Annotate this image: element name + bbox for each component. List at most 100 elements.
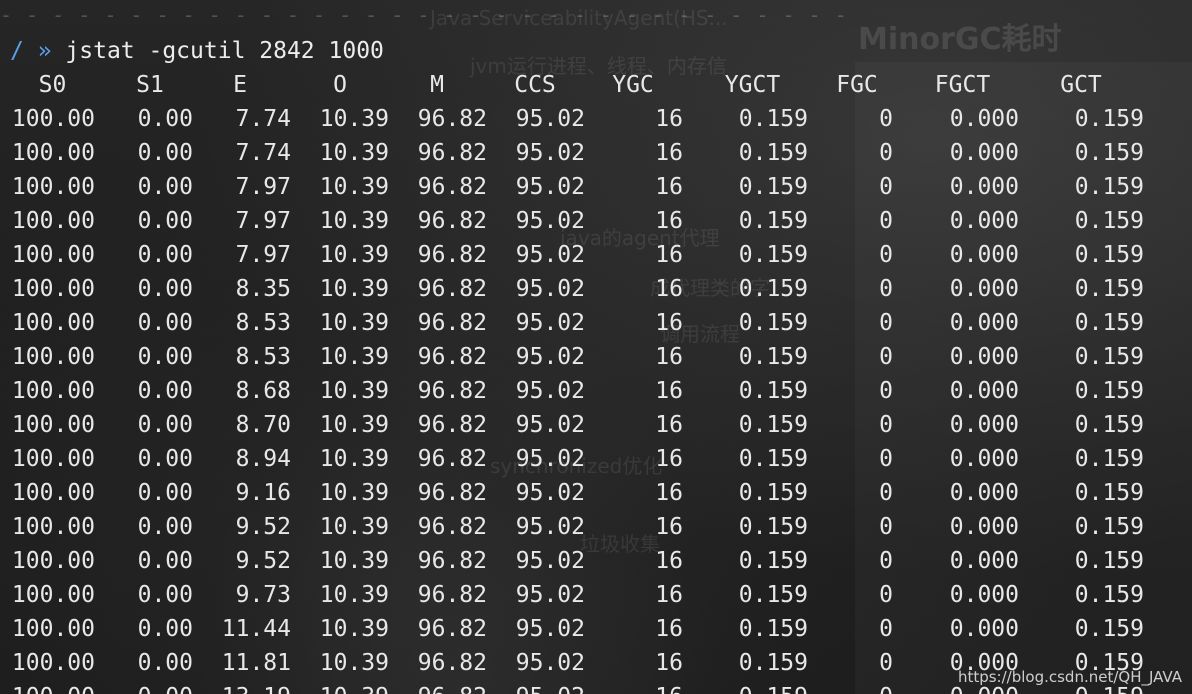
cell-fgc: 0 bbox=[879, 616, 893, 642]
cell-gct: 0.159 bbox=[1074, 140, 1144, 166]
cell-fgc: 0 bbox=[879, 310, 893, 336]
cell-ygct: 0.159 bbox=[738, 514, 808, 540]
cell-fgct: 0.000 bbox=[949, 582, 1019, 608]
column-header-ygc: YGC bbox=[612, 72, 654, 98]
cell-fgct: 0.000 bbox=[949, 242, 1019, 268]
cell-old: 10.39 bbox=[319, 276, 389, 302]
cell-ygct: 0.159 bbox=[700, 680, 808, 694]
cell-old: 10.39 bbox=[319, 446, 389, 472]
cell-ygct: 0.159 bbox=[738, 208, 808, 234]
cell-gct: 0.159 bbox=[1074, 514, 1144, 540]
cell-eden: 8.53 bbox=[235, 310, 291, 336]
cell-ccs: 95.02 bbox=[515, 582, 585, 608]
cell-ccs: 95.02 bbox=[515, 650, 585, 676]
cell-ygct: 0.159 bbox=[738, 548, 808, 574]
cell-ygct: 0.159 bbox=[738, 446, 808, 472]
table-row: 100.00 0.00 9.16 10.39 96.82 95.02 16 0.159 0 0.0… bbox=[0, 476, 1192, 510]
cell-old: 10.39 bbox=[319, 514, 389, 540]
cell-eden: 7.74 bbox=[235, 106, 291, 132]
cell-gct: 0.159 bbox=[1074, 446, 1144, 472]
cell-fgct: 0.000 bbox=[949, 174, 1019, 200]
cell-s0: 100.00 bbox=[0, 680, 95, 694]
cell-ygc: 16 bbox=[655, 412, 683, 438]
column-header-ccs: CCS bbox=[514, 72, 556, 98]
cell-s1: 0.00 bbox=[137, 310, 193, 336]
column-header-s1: S1 bbox=[136, 72, 164, 98]
command-text: jstat -gcutil 2842 1000 bbox=[65, 38, 384, 64]
cell-eden: 13.19 bbox=[200, 680, 291, 694]
cell-old: 10.39 bbox=[300, 680, 389, 694]
table-row: 100.00 0.00 8.94 10.39 96.82 95.02 16 0.159 0 0.0… bbox=[0, 442, 1192, 476]
cell-s1: 0.00 bbox=[137, 106, 193, 132]
cell-s0: 100.00 bbox=[11, 140, 95, 166]
table-row: 100.00 0.00 8.68 10.39 96.82 95.02 16 0.159 0 0.0… bbox=[0, 374, 1192, 408]
cell-eden: 8.94 bbox=[235, 446, 291, 472]
column-header-fgc: FGC bbox=[836, 72, 878, 98]
cell-ccs: 95.02 bbox=[515, 174, 585, 200]
cell-ygc: 16 bbox=[655, 276, 683, 302]
cell-metaspace: 96.82 bbox=[417, 378, 487, 404]
cell-ygc: 16 bbox=[655, 174, 683, 200]
cell-ygct: 0.159 bbox=[738, 242, 808, 268]
cell-ygct: 0.159 bbox=[738, 310, 808, 336]
background-text-line: 垃圾收集 bbox=[580, 532, 660, 556]
cell-fgct: 0.000 bbox=[949, 650, 1019, 676]
cell-s0: 100.00 bbox=[11, 446, 95, 472]
cell-fgct: 0.000 bbox=[949, 548, 1019, 574]
cell-fgc: 0 bbox=[879, 174, 893, 200]
cell-s1: 0.00 bbox=[137, 140, 193, 166]
cell-fgct: 0.000 bbox=[949, 378, 1019, 404]
cell-s1: 0.00 bbox=[137, 344, 193, 370]
cell-s1: 0.00 bbox=[137, 412, 193, 438]
cell-gct: 0.159 bbox=[1074, 174, 1144, 200]
cell-ygct: 0.159 bbox=[738, 276, 808, 302]
cell-s0: 100.00 bbox=[11, 174, 95, 200]
cell-gct: 0.159 bbox=[1074, 480, 1144, 506]
cell-ygc: 16 bbox=[655, 208, 683, 234]
cell-ygct: 0.159 bbox=[738, 616, 808, 642]
cell-ygc: 16 bbox=[655, 480, 683, 506]
cell-s0: 100.00 bbox=[11, 548, 95, 574]
cell-metaspace: 96.82 bbox=[417, 548, 487, 574]
cell-old: 10.39 bbox=[319, 310, 389, 336]
cell-old: 10.39 bbox=[319, 582, 389, 608]
table-row: 100.00 0.00 11.81 10.39 96.82 95.02 16 0.159 0 0.… bbox=[0, 646, 1192, 680]
cell-old: 10.39 bbox=[319, 616, 389, 642]
cell-fgct: 0.000 bbox=[949, 310, 1019, 336]
cell-fgct: 0.000 bbox=[949, 446, 1019, 472]
table-row: 100.00 0.00 7.74 10.39 96.82 95.02 16 0.159 0 0.0… bbox=[0, 136, 1192, 170]
cell-eden: 7.97 bbox=[235, 174, 291, 200]
cell-s1: 0.00 bbox=[137, 582, 193, 608]
column-header-gct: GCT bbox=[1060, 72, 1102, 98]
background-mountain-image bbox=[200, 280, 720, 694]
cell-old: 10.39 bbox=[319, 208, 389, 234]
cell-metaspace: 96.82 bbox=[417, 106, 487, 132]
cell-eden: 9.52 bbox=[235, 514, 291, 540]
cell-fgct: 0.000 bbox=[949, 344, 1019, 370]
cell-s1: 0.00 bbox=[137, 242, 193, 268]
background-text-line: 调用流程 bbox=[660, 322, 740, 346]
cell-ygct: 0.159 bbox=[738, 106, 808, 132]
cell-gct: 0.159 bbox=[1074, 344, 1144, 370]
cell-ygct: 0.159 bbox=[738, 378, 808, 404]
cell-s0: 100.00 bbox=[11, 242, 95, 268]
cell-ygc: 16 bbox=[655, 344, 683, 370]
table-row: 100.00 0.00 8.70 10.39 96.82 95.02 16 0.159 0 0.0… bbox=[0, 408, 1192, 442]
cell-ccs: 95.02 bbox=[515, 310, 585, 336]
cell-metaspace: 96.82 bbox=[417, 616, 487, 642]
table-row: 100.00 0.00 7.97 10.39 96.82 95.02 16 0.159 0 0.0… bbox=[0, 170, 1192, 204]
cell-ccs: 95.02 bbox=[515, 242, 585, 268]
cell-s0: 100.00 bbox=[11, 650, 95, 676]
cell-s0: 100.00 bbox=[11, 616, 95, 642]
cell-eden: 9.73 bbox=[235, 582, 291, 608]
cell-ygc: 16 bbox=[655, 106, 683, 132]
cell-fgc: 0 bbox=[830, 680, 893, 694]
cell-ygct: 0.159 bbox=[738, 650, 808, 676]
cell-s0: 100.00 bbox=[11, 344, 95, 370]
cell-fgct: 0.000 bbox=[949, 412, 1019, 438]
command-line[interactable]: / » jstat -gcutil 2842 1000 bbox=[10, 34, 384, 68]
cell-s1: 0.00 bbox=[137, 174, 193, 200]
cell-old: 10.39 bbox=[319, 242, 389, 268]
